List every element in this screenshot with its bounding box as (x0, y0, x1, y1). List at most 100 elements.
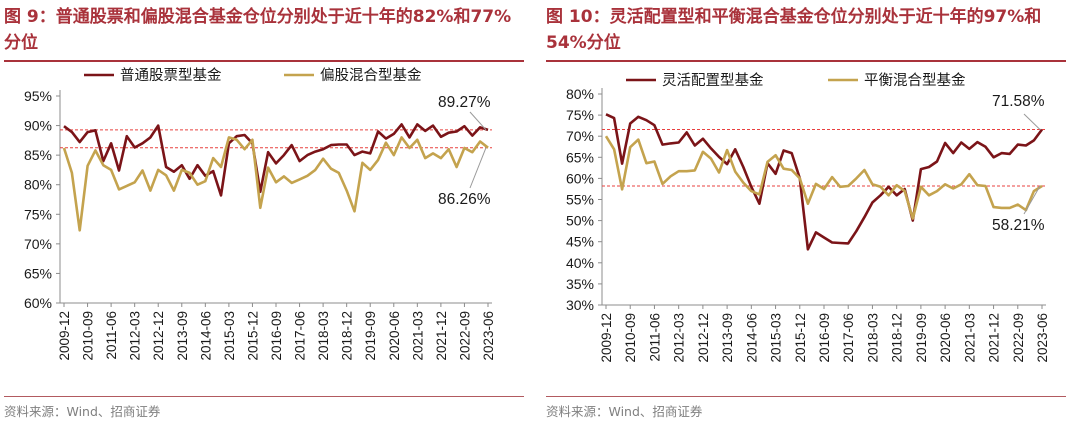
figure-9: 图 9：普通股票和偏股混合基金仓位分别处于近十年的82%和77%分位 60% 65… (4, 0, 529, 425)
data-point (887, 186, 889, 188)
x-tick-label: 2016-09 (269, 311, 284, 361)
data-point (181, 169, 183, 171)
title-divider (4, 60, 524, 62)
data-point (455, 130, 457, 132)
data-point (102, 164, 104, 166)
y-tick-label: 65% (566, 149, 594, 165)
x-tick-label: 2014-06 (744, 313, 759, 363)
figure-10-chart: 30% 35% 40% 45% 50% 55% 60% 65% 70% 75% 80% 2009-12… (566, 72, 1050, 363)
data-point (173, 171, 175, 173)
data-point (79, 229, 81, 231)
data-point (400, 136, 402, 138)
data-point (782, 167, 784, 169)
data-point (149, 136, 151, 138)
x-tick-label: 2019-09 (363, 311, 378, 361)
y-tick-label: 30% (566, 297, 594, 313)
x-tick-label: 2021-12 (987, 313, 1002, 363)
data-point (750, 190, 752, 192)
data-point (322, 157, 324, 159)
data-point (621, 188, 623, 190)
x-tick-label: 2021-03 (410, 311, 425, 361)
x-tick-label: 2009-12 (57, 311, 72, 361)
legend-label: 灵活配置型基金 (662, 72, 764, 89)
x-tick-label: 2018-03 (865, 313, 880, 363)
figure-10-title-prefix: 图 10： (546, 7, 610, 27)
x-tick-label: 2020-06 (387, 311, 402, 361)
data-point (669, 175, 671, 177)
data-point (71, 172, 73, 174)
y-tick-label: 55% (566, 192, 594, 208)
y-tick-label: 60% (24, 295, 52, 311)
y-tick-label: 45% (566, 234, 594, 250)
figure-9-title-prefix: 图 9： (4, 7, 56, 27)
figure-10-source: 资料来源：Wind、招商证券 (546, 404, 703, 419)
data-point (275, 162, 277, 164)
data-point (984, 185, 986, 187)
data-point (782, 149, 784, 151)
x-tick-label: 2023-06 (1035, 313, 1050, 363)
data-point (1009, 153, 1011, 155)
data-point (228, 136, 230, 138)
data-point (416, 123, 418, 125)
data-point (976, 141, 978, 143)
data-point (86, 165, 88, 167)
data-point (976, 184, 978, 186)
data-point (968, 173, 970, 175)
data-point (369, 152, 371, 154)
data-point (1000, 207, 1002, 209)
data-point (750, 186, 752, 188)
data-point (94, 129, 96, 131)
data-point (196, 184, 198, 186)
data-point (243, 148, 245, 150)
data-point (928, 166, 930, 168)
data-point (887, 194, 889, 196)
y-tick-label: 85% (24, 147, 52, 163)
data-point (686, 131, 688, 133)
data-point (361, 162, 363, 164)
data-point (661, 183, 663, 185)
data-point (275, 181, 277, 183)
data-point (314, 150, 316, 152)
data-point (734, 170, 736, 172)
data-point (815, 231, 817, 233)
x-tick-label: 2019-09 (914, 313, 929, 363)
x-tick-label: 2021-03 (962, 313, 977, 363)
data-point (133, 146, 135, 148)
data-point (393, 154, 395, 156)
data-point (863, 169, 865, 171)
data-point (385, 137, 387, 139)
y-tick-label: 75% (566, 107, 594, 123)
data-point (157, 124, 159, 126)
data-point (377, 130, 379, 132)
data-point (791, 169, 793, 171)
data-point (928, 194, 930, 196)
data-point (188, 178, 190, 180)
x-tick-label: 2018-12 (340, 311, 355, 361)
data-point (992, 156, 994, 158)
data-point (879, 186, 881, 188)
annotation-leader (469, 111, 487, 131)
data-point (613, 117, 615, 119)
data-point (807, 248, 809, 250)
data-point (831, 241, 833, 243)
data-point (463, 147, 465, 149)
data-point (702, 138, 704, 140)
data-point (653, 124, 655, 126)
data-point (283, 175, 285, 177)
data-point (141, 142, 143, 144)
data-point (774, 154, 776, 156)
data-point (871, 183, 873, 185)
data-point (1033, 190, 1035, 192)
data-point (424, 130, 426, 132)
data-point (984, 146, 986, 148)
x-tick-label: 2010-09 (81, 311, 96, 361)
data-point (863, 216, 865, 218)
data-point (110, 142, 112, 144)
data-point (440, 136, 442, 138)
data-point (742, 166, 744, 168)
data-point (895, 194, 897, 196)
data-point (322, 148, 324, 150)
x-tick-label: 2012-12 (696, 313, 711, 363)
data-point (141, 169, 143, 171)
figure-10: 图 10：灵活配置型和平衡混合基金仓位分别处于近十年的97%和54%分位 30%… (546, 0, 1071, 425)
